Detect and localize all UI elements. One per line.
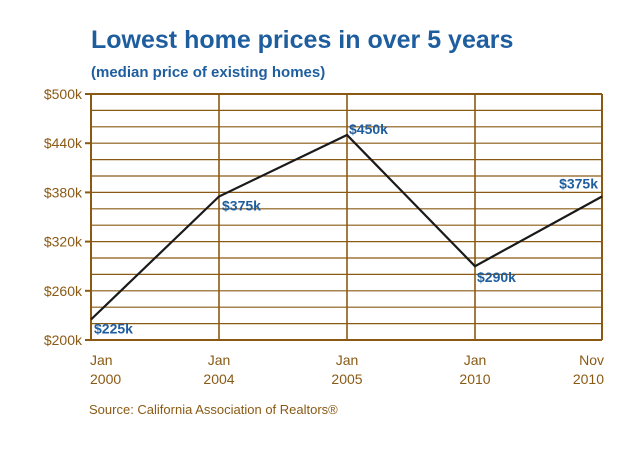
data-label: $225k	[94, 321, 133, 337]
y-tick-label: $440k	[44, 135, 83, 151]
chart-source: Source: California Association of Realto…	[89, 402, 338, 417]
data-label: $450k	[349, 121, 388, 137]
y-tick-label: $200k	[44, 332, 83, 348]
x-tick-label: Jan 2010	[459, 352, 490, 387]
x-tick-label: Nov 2010	[573, 352, 604, 387]
data-label: $375k	[222, 198, 261, 214]
chart-subtitle: (median price of existing homes)	[91, 64, 326, 81]
data-label: $290k	[477, 269, 516, 285]
y-tick-label: $320k	[44, 234, 83, 250]
x-tick-label: Jan 2005	[331, 352, 362, 387]
y-tick-label: $500k	[44, 86, 83, 102]
x-tick-label: Jan 2004	[203, 352, 234, 387]
y-tick-label: $380k	[44, 184, 83, 200]
price-series-line	[90, 133, 603, 321]
y-tick-label: $260k	[44, 283, 83, 299]
data-label: $375k	[559, 176, 598, 192]
chart-title: Lowest home prices in over 5 years	[91, 26, 514, 54]
x-tick-label: Jan 2000	[90, 352, 121, 387]
